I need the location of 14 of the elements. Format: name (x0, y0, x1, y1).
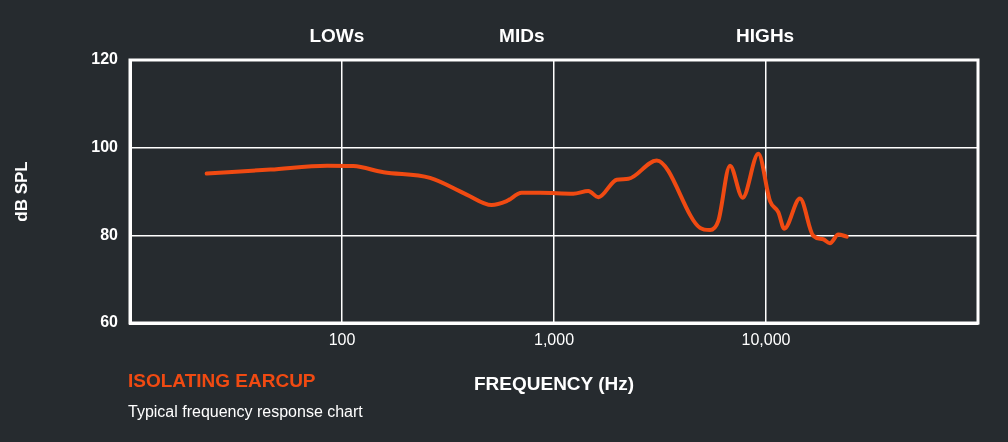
text: HIGHs (736, 24, 795, 46)
x-tick-label: 100 (328, 331, 356, 349)
x-tick-label: 1,000 (533, 331, 575, 349)
text: ISOLATING EARCUP (128, 370, 316, 392)
x-axis-title: FREQUENCY (Hz) (473, 372, 635, 394)
y-axis-title: dB SPL (11, 161, 31, 222)
y-tick-label: 100 (91, 138, 119, 156)
text: Typical frequency response chart (128, 403, 363, 421)
y-tick-label: 80 (100, 225, 119, 243)
text: MIDs (499, 24, 545, 46)
y-tick-label: 60 (100, 313, 119, 331)
x-tick-label: 10,000 (741, 331, 791, 349)
text: LOWs (309, 24, 365, 46)
y-tick-label: 120 (91, 50, 119, 68)
